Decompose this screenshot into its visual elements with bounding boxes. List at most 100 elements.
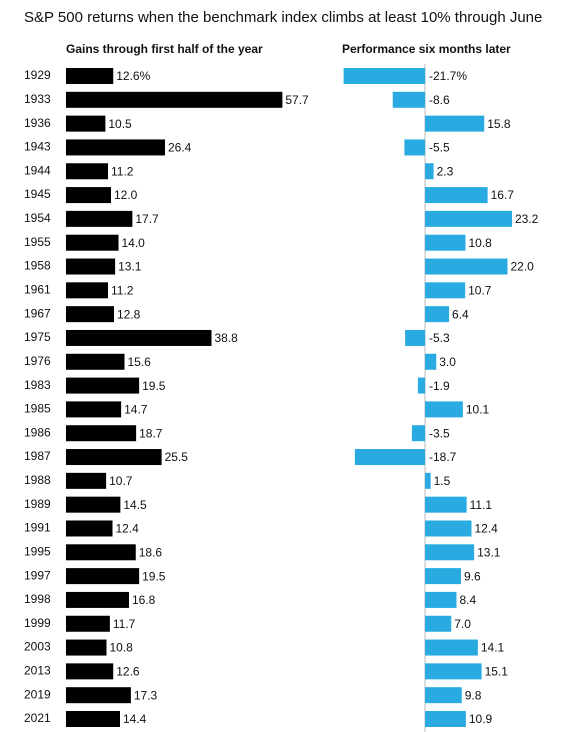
- value-label: 18.6: [139, 545, 163, 559]
- value-label: -18.7: [429, 450, 457, 464]
- year-label: 1999: [24, 616, 51, 630]
- value-label: 12.4: [116, 522, 140, 536]
- value-label: 16.7: [491, 188, 515, 202]
- value-label: 15.8: [487, 117, 511, 131]
- bar: [66, 544, 136, 561]
- bar: [354, 449, 425, 466]
- year-label: 1998: [24, 592, 51, 606]
- value-label: 16.8: [132, 593, 156, 607]
- value-label: 19.5: [142, 379, 166, 393]
- value-label: 12.4: [475, 522, 499, 536]
- bar: [411, 425, 425, 442]
- value-label: 10.8: [469, 236, 493, 250]
- bar: [66, 615, 110, 632]
- bar: [425, 496, 467, 513]
- value-label: 10.8: [110, 641, 134, 655]
- bar: [66, 306, 114, 323]
- bar: [66, 210, 133, 227]
- value-label: 14.7: [124, 403, 148, 417]
- bar: [66, 568, 140, 585]
- bar: [66, 377, 140, 394]
- value-label: 11.7: [113, 617, 136, 631]
- value-label: 10.5: [108, 117, 132, 131]
- panel-header: Performance six months later: [342, 42, 511, 56]
- bar: [417, 377, 425, 394]
- value-label: 12.8: [117, 307, 141, 321]
- bar: [66, 115, 106, 132]
- bar: [425, 568, 461, 585]
- value-label: 9.6: [464, 569, 481, 583]
- value-label: 12.6: [116, 665, 140, 679]
- bar: [425, 520, 472, 537]
- bar: [66, 401, 122, 418]
- bar: [66, 472, 107, 489]
- year-label: 1943: [24, 140, 51, 154]
- bar: [425, 258, 508, 275]
- value-label: 26.4: [168, 141, 192, 155]
- value-label: -1.9: [429, 379, 450, 393]
- year-label: 1944: [24, 163, 51, 177]
- bar: [343, 68, 425, 84]
- bar: [66, 91, 283, 108]
- bar: [425, 306, 449, 323]
- year-label: 1989: [24, 497, 51, 511]
- year-label: 1997: [24, 568, 51, 582]
- year-label: 1929: [24, 68, 51, 82]
- value-label: 18.7: [139, 426, 163, 440]
- bar: [425, 544, 475, 561]
- year-label: 1945: [24, 187, 51, 201]
- bar: [66, 234, 119, 251]
- value-label: 6.4: [452, 307, 469, 321]
- bar: [66, 711, 120, 727]
- bar: [425, 187, 488, 204]
- bar: [66, 591, 129, 608]
- value-label: 8.4: [460, 593, 477, 607]
- bar: [405, 329, 425, 346]
- year-label: 1961: [24, 283, 51, 297]
- bar: [66, 663, 114, 680]
- bar: [66, 258, 116, 275]
- value-label: 14.1: [481, 641, 505, 655]
- bar: [425, 639, 478, 656]
- bar: [425, 711, 466, 727]
- year-label: 1936: [24, 116, 51, 130]
- bar: [66, 425, 137, 442]
- value-label: 2.3: [437, 164, 454, 178]
- year-label: 1975: [24, 330, 51, 344]
- value-label: 13.1: [118, 260, 142, 274]
- value-label: 10.9: [469, 712, 493, 726]
- value-label: 1.5: [434, 474, 451, 488]
- value-label: 57.7: [285, 93, 309, 107]
- bar: [66, 139, 165, 156]
- value-label: 3.0: [439, 355, 456, 369]
- value-label: 14.0: [122, 236, 146, 250]
- bar: [425, 210, 512, 227]
- year-label: 2019: [24, 687, 51, 701]
- bar: [425, 615, 452, 632]
- year-label: 2021: [24, 711, 51, 725]
- value-label: -5.3: [429, 331, 450, 345]
- year-label: 1988: [24, 473, 51, 487]
- bar: [425, 472, 431, 489]
- bar: [425, 663, 482, 680]
- year-label: 1976: [24, 354, 51, 368]
- bar: [425, 687, 462, 704]
- value-label: -21.7%: [429, 69, 467, 83]
- value-label: 12.6%: [116, 69, 150, 83]
- bar: [66, 187, 111, 204]
- bar: [66, 520, 113, 537]
- bar: [425, 401, 463, 418]
- year-label: 1955: [24, 235, 51, 249]
- bar: [66, 496, 121, 513]
- panel-header: Gains through first half of the year: [66, 42, 263, 56]
- value-label: 38.8: [215, 331, 239, 345]
- bar: [66, 68, 114, 84]
- value-label: 11.2: [111, 284, 134, 298]
- bar: [425, 282, 466, 299]
- bar: [425, 115, 485, 132]
- bar: [404, 139, 425, 156]
- year-label: 1954: [24, 211, 51, 225]
- bar: [66, 687, 131, 704]
- year-label: 1987: [24, 449, 51, 463]
